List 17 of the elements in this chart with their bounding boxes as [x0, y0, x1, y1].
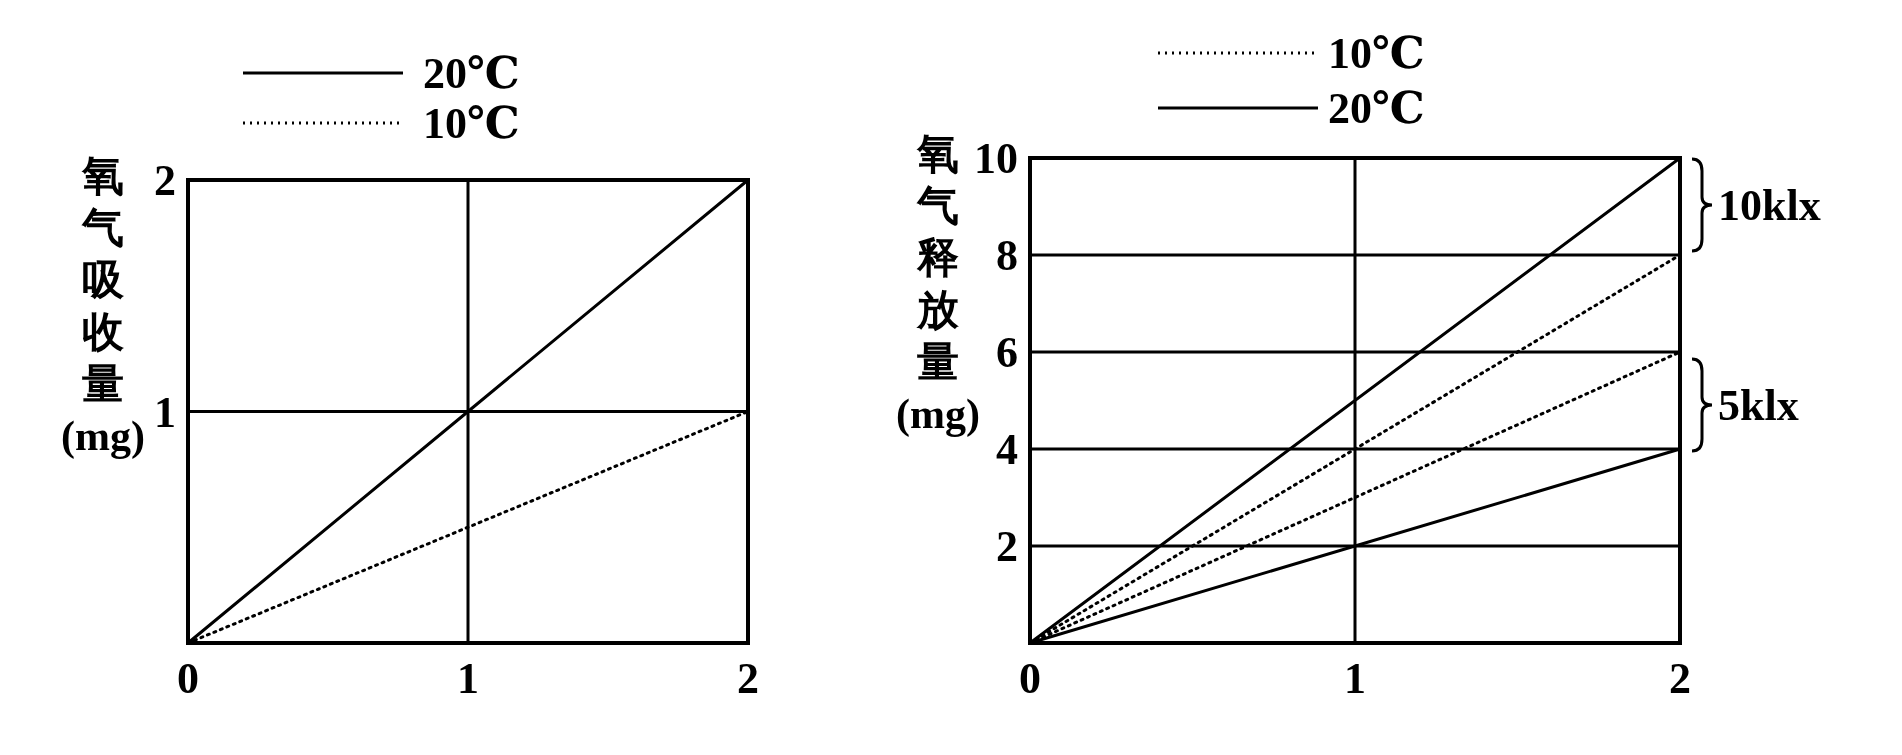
x-tick-label: 0	[177, 654, 199, 703]
legend-label: 20℃	[423, 49, 520, 98]
legend-label: 10℃	[423, 99, 520, 148]
x-tick-label: 0	[1019, 654, 1041, 703]
x-tick-label: 2	[737, 654, 759, 703]
y-tick-label: 6	[996, 328, 1018, 377]
y-tick-label: 2	[996, 522, 1018, 571]
text: 10klx	[1718, 181, 1821, 230]
x-tick-label: 2	[1669, 654, 1691, 703]
text: 5klx	[1718, 381, 1799, 430]
y-tick-label: 4	[996, 425, 1018, 474]
x-tick-label: 1	[1344, 654, 1366, 703]
legend-label: 10℃	[1328, 29, 1425, 78]
legend-label: 20℃	[1328, 84, 1425, 133]
y-tick-label: 8	[996, 231, 1018, 280]
x-tick-label: 1	[457, 654, 479, 703]
y-axis-title: 氧气吸收量(mg)	[61, 153, 145, 460]
